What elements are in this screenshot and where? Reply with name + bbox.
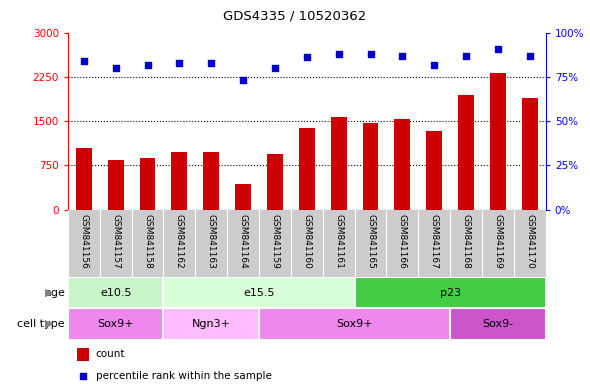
Text: Sox9+: Sox9+ xyxy=(336,319,373,329)
Bar xyxy=(163,308,259,340)
Text: GSM841170: GSM841170 xyxy=(525,214,535,269)
Point xyxy=(430,61,439,68)
Text: ▶: ▶ xyxy=(45,288,54,298)
Bar xyxy=(163,277,355,308)
Point xyxy=(175,60,184,66)
Point xyxy=(366,51,375,57)
Text: GSM841165: GSM841165 xyxy=(366,214,375,269)
Bar xyxy=(299,128,315,210)
Bar xyxy=(267,154,283,210)
Point xyxy=(525,53,535,59)
Text: p23: p23 xyxy=(440,288,461,298)
Point xyxy=(206,60,216,66)
Bar xyxy=(68,277,163,308)
Bar xyxy=(450,308,546,340)
Text: Ngn3+: Ngn3+ xyxy=(192,319,231,329)
Text: e15.5: e15.5 xyxy=(243,288,275,298)
Bar xyxy=(77,348,89,361)
Bar xyxy=(426,131,442,210)
Text: GSM841169: GSM841169 xyxy=(493,214,503,269)
Text: ▶: ▶ xyxy=(45,319,54,329)
Bar xyxy=(139,158,156,210)
Bar xyxy=(394,119,410,210)
Bar xyxy=(362,123,379,210)
Text: GSM841164: GSM841164 xyxy=(238,214,248,269)
Bar xyxy=(259,308,450,340)
Bar xyxy=(171,152,187,210)
Text: cell type: cell type xyxy=(17,319,65,329)
Text: GSM841161: GSM841161 xyxy=(334,214,343,269)
Point xyxy=(493,45,503,51)
Text: count: count xyxy=(96,349,125,359)
Text: GSM841159: GSM841159 xyxy=(270,214,280,269)
Text: GSM841166: GSM841166 xyxy=(398,214,407,269)
Text: GDS4335 / 10520362: GDS4335 / 10520362 xyxy=(224,10,366,23)
Point xyxy=(270,65,280,71)
Text: GSM841160: GSM841160 xyxy=(302,214,312,269)
Point xyxy=(79,58,88,64)
Text: GSM841163: GSM841163 xyxy=(206,214,216,269)
Bar xyxy=(68,308,163,340)
Bar xyxy=(203,152,219,210)
Text: GSM841157: GSM841157 xyxy=(111,214,120,269)
Bar xyxy=(107,159,123,210)
Text: GSM841158: GSM841158 xyxy=(143,214,152,269)
Text: percentile rank within the sample: percentile rank within the sample xyxy=(96,371,271,381)
Text: GSM841168: GSM841168 xyxy=(461,214,471,269)
Text: GSM841162: GSM841162 xyxy=(175,214,184,269)
Bar xyxy=(490,73,506,210)
Point xyxy=(238,77,248,83)
Point xyxy=(398,53,407,59)
Text: e10.5: e10.5 xyxy=(100,288,132,298)
Bar xyxy=(330,117,347,210)
Bar xyxy=(522,98,537,210)
Point xyxy=(111,65,120,71)
Text: GSM841156: GSM841156 xyxy=(79,214,88,269)
Text: age: age xyxy=(44,288,65,298)
Text: Sox9-: Sox9- xyxy=(483,319,513,329)
Bar xyxy=(458,94,474,210)
Text: Sox9+: Sox9+ xyxy=(97,319,134,329)
Bar xyxy=(235,184,251,210)
Point xyxy=(143,61,152,68)
Bar xyxy=(76,148,92,210)
Point xyxy=(302,55,312,61)
Text: GSM841167: GSM841167 xyxy=(430,214,439,269)
Point xyxy=(461,53,471,59)
Bar xyxy=(355,277,546,308)
Point xyxy=(334,51,343,57)
